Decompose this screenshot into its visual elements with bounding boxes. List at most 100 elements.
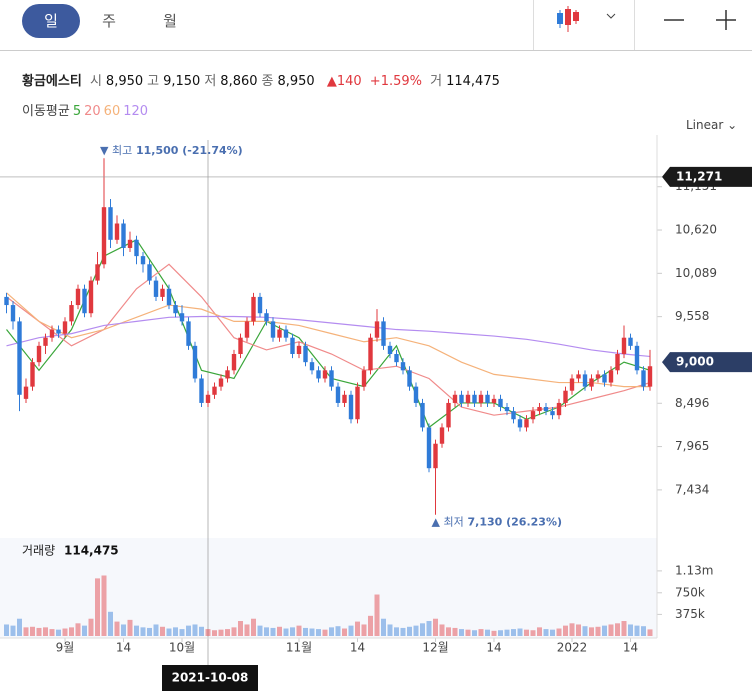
ma-label: 이동평균 bbox=[22, 104, 70, 119]
ma-line bbox=[6, 292, 650, 388]
info-value: 8,860 bbox=[220, 74, 258, 89]
candle-body bbox=[238, 337, 243, 355]
volume-bar bbox=[179, 629, 185, 636]
candle-body bbox=[355, 386, 360, 420]
volume-bar bbox=[49, 629, 55, 636]
change-pct: +1.59% bbox=[369, 74, 422, 89]
volume-bar bbox=[147, 627, 152, 636]
candle-body bbox=[459, 394, 464, 403]
volume-bar bbox=[231, 627, 237, 636]
candle-body bbox=[439, 427, 445, 444]
candle-body bbox=[49, 329, 55, 338]
volume-bar bbox=[634, 625, 640, 636]
candle-body bbox=[530, 411, 536, 420]
volume-bar bbox=[524, 629, 529, 636]
volume-bar bbox=[199, 626, 204, 636]
candle-body bbox=[335, 386, 341, 403]
candle-body bbox=[127, 239, 133, 248]
candle-body bbox=[114, 223, 120, 240]
tab[interactable]: 주 bbox=[102, 12, 116, 30]
last-price-tag bbox=[662, 352, 752, 373]
volume-bar bbox=[10, 625, 16, 636]
candle-body bbox=[433, 443, 438, 469]
volume-bar bbox=[595, 626, 601, 636]
candle-body bbox=[368, 337, 373, 371]
volume-bar bbox=[459, 629, 464, 636]
tab[interactable]: 월 bbox=[163, 12, 177, 30]
candle-body bbox=[36, 345, 42, 363]
candle-body bbox=[485, 394, 490, 403]
chevron[interactable] bbox=[606, 13, 616, 19]
volume-bar bbox=[543, 629, 549, 636]
candle-body bbox=[43, 337, 48, 346]
volume-bar bbox=[400, 627, 406, 636]
candle-body bbox=[498, 398, 503, 408]
candle-body bbox=[576, 374, 581, 379]
annotation-label: ▼ 최고 bbox=[100, 144, 132, 157]
candle-body bbox=[381, 321, 386, 346]
candle-body bbox=[465, 394, 471, 403]
volume-bar bbox=[309, 628, 315, 636]
volume-bar bbox=[36, 627, 42, 636]
ma-legend-item: 120 bbox=[123, 104, 149, 119]
candle-body bbox=[88, 280, 94, 314]
volume-bar bbox=[368, 615, 373, 636]
candle-body bbox=[56, 329, 61, 334]
tab[interactable]: 일 bbox=[22, 4, 80, 38]
candle-body bbox=[212, 386, 217, 395]
candle-body bbox=[472, 394, 477, 403]
volume-bar bbox=[615, 623, 620, 636]
volume-bar bbox=[264, 627, 269, 636]
candle-body bbox=[160, 288, 165, 297]
candle-body bbox=[173, 305, 178, 314]
volume-bar bbox=[244, 624, 250, 636]
volume-bar bbox=[127, 619, 133, 636]
candle-body bbox=[270, 321, 276, 338]
candle-body bbox=[361, 370, 367, 387]
info-value: 8,950 bbox=[105, 74, 144, 89]
scale-select[interactable]: Linear ⌄ bbox=[686, 118, 738, 132]
candle-body bbox=[563, 390, 568, 403]
info-label: 저 bbox=[204, 74, 217, 89]
candle-icon[interactable] bbox=[557, 6, 579, 32]
candle-body bbox=[179, 313, 185, 322]
volume-bar bbox=[173, 627, 178, 636]
ma-legend-item: 60 bbox=[103, 104, 121, 119]
volume-bar bbox=[446, 627, 451, 636]
volume-bar bbox=[504, 629, 510, 636]
y-tick-label: 7,965 bbox=[675, 439, 709, 453]
vol-tick-label: 1.13m bbox=[675, 563, 713, 577]
volume-bar bbox=[95, 578, 100, 636]
candle-body bbox=[491, 398, 497, 403]
volume-bar bbox=[478, 629, 484, 636]
candle-body bbox=[153, 280, 159, 297]
ma-legend-item: 5 bbox=[72, 104, 82, 119]
change: ▲140 bbox=[326, 74, 362, 89]
x-tick-label: 11월 bbox=[286, 641, 312, 655]
volume-bar bbox=[43, 627, 48, 636]
vol-tick-label: 750k bbox=[675, 585, 705, 599]
candle-body bbox=[75, 288, 81, 306]
volume-bar bbox=[17, 618, 22, 636]
volume-bar bbox=[569, 623, 575, 636]
volume-bar bbox=[420, 623, 425, 636]
volume-bar bbox=[381, 618, 386, 636]
candle-body bbox=[407, 370, 412, 387]
y-tick-label: 7,434 bbox=[675, 482, 709, 496]
stock-name: 황금에스티 bbox=[22, 74, 82, 89]
volume-bar bbox=[290, 627, 295, 636]
candle-body bbox=[264, 313, 269, 322]
candle-body bbox=[582, 374, 588, 387]
candle-body bbox=[543, 407, 549, 412]
x-tick-label: 14 bbox=[486, 641, 501, 655]
candle-body bbox=[374, 321, 380, 338]
ma-legend-item: 20 bbox=[84, 104, 101, 119]
volume-bar bbox=[283, 628, 289, 636]
volume-bar bbox=[348, 625, 354, 636]
candle-body bbox=[225, 370, 230, 379]
volume-bar bbox=[108, 611, 113, 636]
ma-line bbox=[6, 315, 651, 358]
candle-body bbox=[166, 288, 172, 306]
zoom-in[interactable] bbox=[716, 10, 736, 30]
